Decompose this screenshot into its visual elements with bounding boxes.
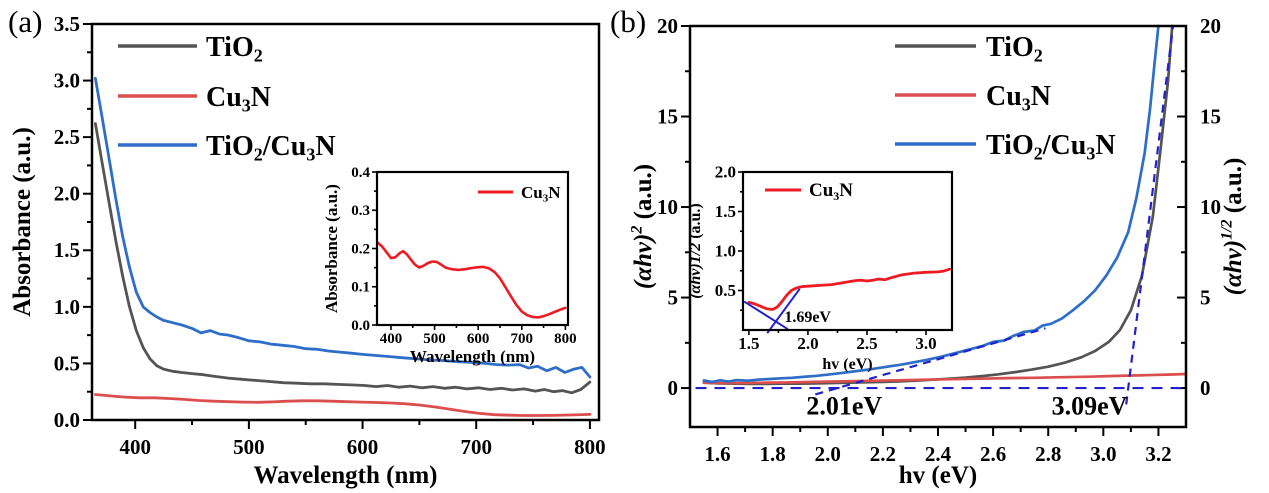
y-right-tick-label: 5 [1200, 285, 1211, 309]
legend-label-tio2-cu3n: TiO2/Cu3N [206, 131, 336, 165]
x-tick-label: 1.8 [760, 442, 786, 466]
y-tick-label: 1.5 [715, 202, 736, 221]
y-tick-label: 5 [668, 285, 679, 309]
x-tick-label: 700 [511, 331, 534, 347]
y-tick-label: 0.5 [54, 351, 80, 375]
x-tick-label: 500 [423, 331, 446, 347]
y-axis-title-right: (αhv)1/2 (a.u.) [1219, 158, 1248, 296]
curve-tio2-cu3n [702, 24, 1160, 384]
y-tick-label: 0.4 [351, 165, 370, 181]
y-tick-label: 2.0 [715, 163, 736, 182]
y-tick-label: 1.5 [54, 238, 80, 262]
y-tick-label: 0 [668, 376, 679, 400]
x-tick-label: 3.2 [1145, 442, 1171, 466]
panel-a-main: 400 500 600 700 800 0.0 0.5 1.0 1.5 2.0 2.5 3.0 3.5 W… [9, 12, 606, 489]
legend-label-tio2: TiO2 [206, 32, 263, 66]
annotation-3-09ev: 3.09eV [1052, 391, 1128, 420]
y-right-tick-label: 0 [1200, 376, 1211, 400]
x-tick-label: 1.5 [738, 334, 759, 353]
y-right-tick-label: 15 [1200, 104, 1221, 128]
y-tick-label: 2.5 [54, 125, 80, 149]
x-tick-label: 600 [467, 331, 490, 347]
curve-tio2 [94, 122, 592, 395]
y-right-tick-label: 20 [1200, 14, 1221, 38]
x-tick-label: 500 [233, 435, 265, 459]
x-axis-title: Wavelength (nm) [253, 462, 437, 489]
legend-label-cu3n: Cu3N [521, 183, 561, 204]
curve-cu3n [747, 267, 951, 311]
x-tick-label: 600 [347, 435, 379, 459]
y-tick-label: 0.5 [715, 281, 736, 300]
x-tick-label: 2.4 [925, 442, 952, 466]
y-tick-label: 2.0 [54, 182, 80, 206]
legend-label-cu3n: Cu3N [986, 81, 1051, 115]
x-axis-title: Wavelength (nm) [410, 347, 535, 366]
panel-a-tag: (a) [8, 4, 43, 39]
panel-a-inset: 400 500 600 700 800 0.0 0.1 0.2 0.3 0.4 Wavelength… [322, 165, 577, 366]
x-tick-label: 2.6 [980, 442, 1006, 466]
guide-extrapolation-right [766, 288, 801, 334]
y-tick-label: 15 [657, 104, 678, 128]
curve-cu3n [94, 393, 592, 417]
x-tick-label: 2.5 [856, 334, 877, 353]
x-tick-label: 400 [380, 331, 403, 347]
x-tick-label: 400 [119, 435, 151, 459]
legend-label-cu3n: Cu3N [809, 180, 853, 203]
y-right-tick-label: 10 [1200, 195, 1221, 219]
annotation-2-01ev: 2.01eV [806, 391, 882, 420]
x-tick-label: 800 [574, 435, 606, 459]
x-tick-label: 2.2 [870, 442, 896, 466]
curve-cu3n [376, 241, 567, 319]
x-tick-label: 2.8 [1035, 442, 1061, 466]
legend-label-tio2: TiO2 [986, 32, 1043, 66]
x-tick-label: 2.0 [815, 442, 841, 466]
y-tick-label: 0.1 [351, 280, 370, 296]
x-tick-label: 3.0 [915, 334, 936, 353]
x-tick-label: 3.0 [1090, 442, 1116, 466]
x-tick-label: 2.0 [797, 334, 818, 353]
x-tick-label: 1.6 [704, 442, 730, 466]
x-axis-title: hv (eV) [899, 462, 977, 489]
y-tick-label: 0.3 [351, 203, 370, 219]
x-tick-label: 700 [460, 435, 492, 459]
plot-frame [688, 24, 1188, 429]
annotation-1-69ev: 1.69eV [784, 309, 831, 326]
y-tick-label: 10 [657, 195, 678, 219]
y-tick-label: 0.0 [351, 318, 370, 334]
guide-tauc-line-tio2 [1125, 25, 1175, 405]
panel-b-main: 1.6 1.8 2.0 2.2 2.4 2.6 2.8 3.0 3.2 0 5 10 15 20 0 5 10 1… [629, 14, 1248, 489]
legend-label-tio2-cu3n: TiO2/Cu3N [986, 130, 1116, 164]
y-tick-label: 3.5 [54, 12, 80, 36]
y-axis-title: (αhv)1/2 (a.u.) [687, 203, 704, 299]
y-tick-label: 3.0 [54, 69, 80, 93]
y-axis-title: (αhv)2 (a.u.) [629, 164, 658, 289]
inset-background [377, 172, 568, 325]
y-tick-label: 1.0 [54, 295, 80, 319]
plot-frame [741, 170, 954, 332]
legend-label-cu3n: Cu3N [206, 82, 271, 116]
panel-b-tag: (b) [610, 4, 647, 39]
plot-frame [375, 170, 570, 327]
y-axis-title: Absorbance (a.u.) [9, 127, 36, 317]
y-axis-title: Absorbance (a.u.) [322, 184, 341, 313]
curve-tio2-cu3n [94, 76, 592, 379]
y-tick-label: 20 [657, 14, 678, 38]
y-tick-label: 0.2 [351, 241, 370, 257]
y-tick-label: 1.0 [715, 242, 736, 261]
guide-extrapolation-left [743, 300, 789, 331]
x-tick-label: 800 [554, 331, 577, 347]
plot-frame [90, 22, 601, 422]
panel-b-inset: 1.5 2.0 2.5 3.00.51.01.52.0hv (eV)(αhv)1/2 … [687, 163, 954, 373]
inset-background [743, 172, 952, 330]
x-axis-title: hv (eV) [822, 356, 872, 373]
curve-cu3n [702, 372, 1188, 385]
guide-tauc-line-tio2-cu3n [815, 327, 1046, 396]
y-tick-label: 0.0 [54, 408, 80, 432]
